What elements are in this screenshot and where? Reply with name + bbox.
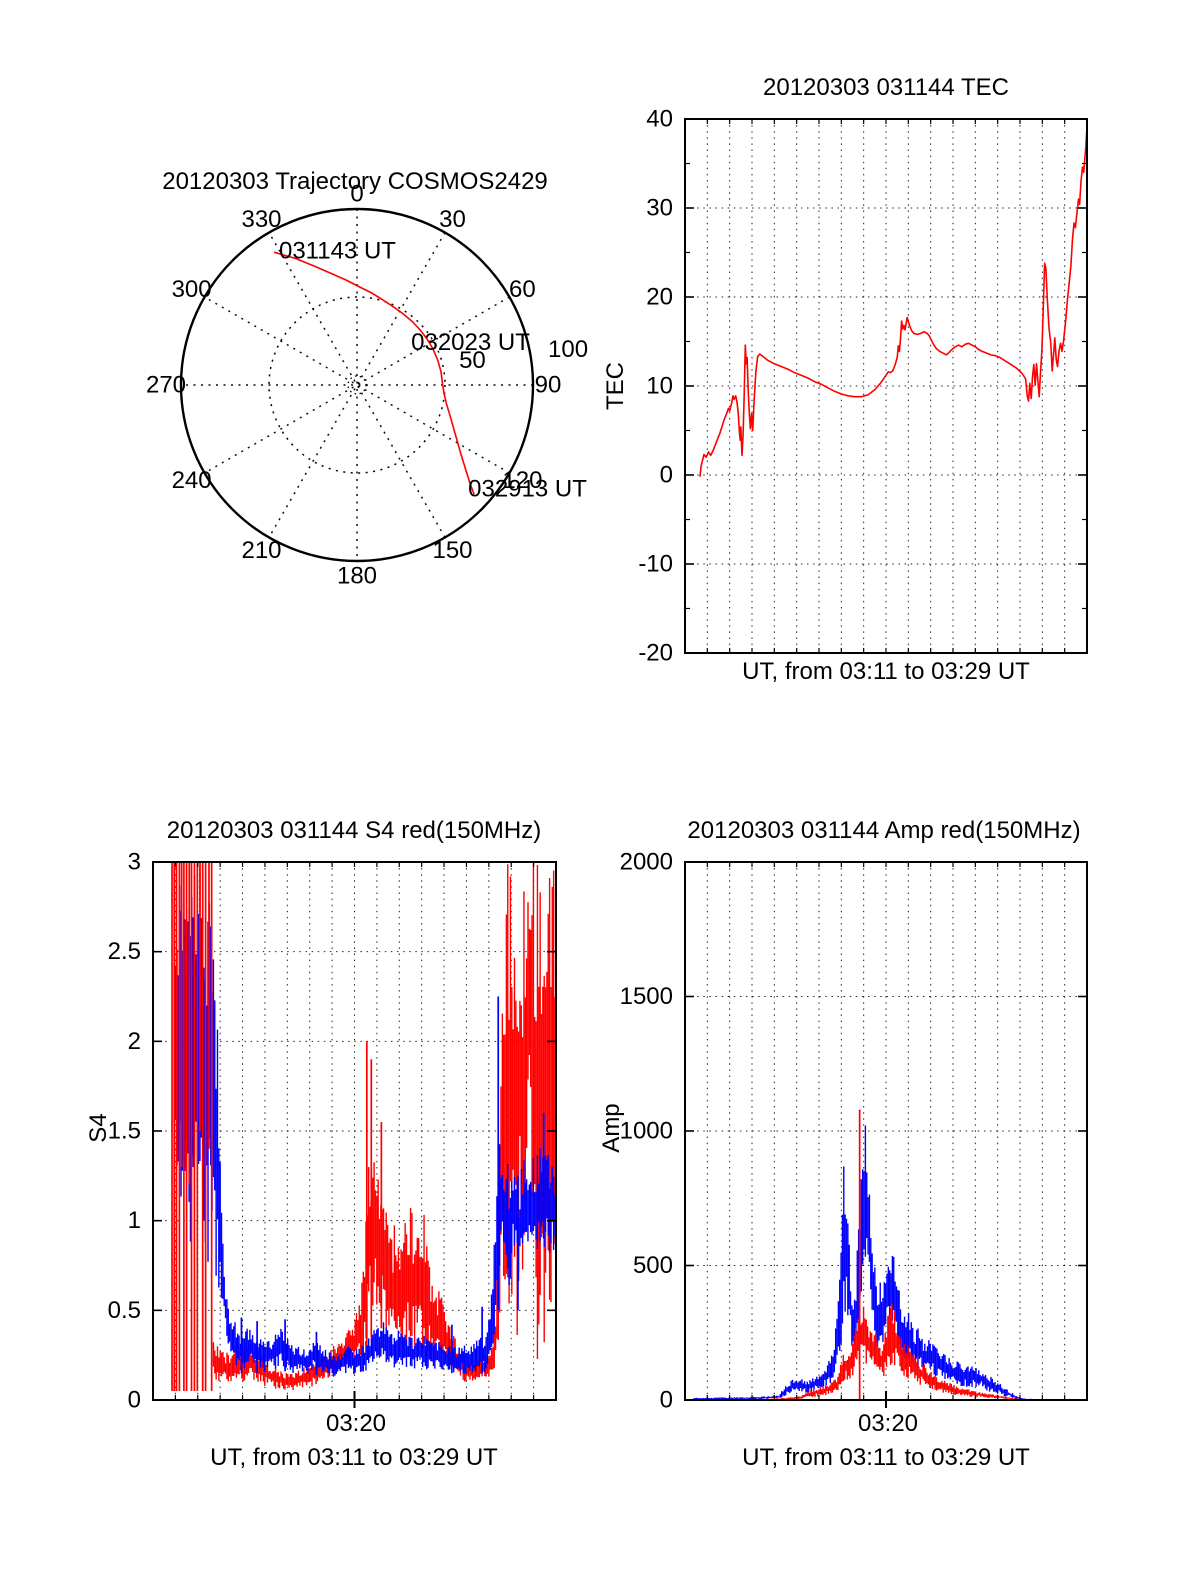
s4-ytick-label: 1.5 [108,1118,141,1145]
tec-ytick-label: -20 [638,640,673,667]
trajectory-sky-plot: 0 30 60 90 120 150 180 210 240 270 300 330 50 100 0311… [146,181,588,590]
amp-x-axis-label: UT, from 03:11 to 03:29 UT [742,1444,1030,1471]
amp-ytick-label: 500 [633,1252,673,1279]
tec-y-axis-label: TEC [602,362,629,410]
amp-grid [685,862,1087,1400]
tec-ytick-label: 20 [646,284,673,311]
line [268,232,446,538]
amp-y-axis-label: Amp [598,1103,625,1153]
s4-y-axis-label: S4 [85,1113,112,1143]
amp-ytick-label: 0 [660,1387,673,1414]
polar-ring-center [347,375,367,395]
tec-ytick-label: 30 [646,195,673,222]
s4-red-spikes [171,862,383,1392]
satellite-trajectory [273,251,475,495]
s4-blue-spikes [240,996,545,1375]
amp-ytick-label: 1000 [620,1118,673,1145]
s4-ytick-label: 2 [128,1028,141,1055]
s4-ytick-label: 1 [128,1207,141,1234]
amp-ytick-label: 2000 [620,849,673,876]
s4-ytick-label: 3 [128,849,141,876]
radial-tick-label: 100 [548,336,588,363]
tec-ytick-label: -10 [638,551,673,578]
azimuth-tick-label: 30 [439,206,466,233]
azimuth-tick-label: 180 [337,563,377,590]
amp-red-envelope [695,1303,1088,1400]
azimuth-tick-label: 240 [172,467,212,494]
line [268,232,446,538]
line [204,296,510,474]
amp-axes: 2000 1500 1000 500 0 [620,849,1088,1414]
azimuth-tick-label: 330 [241,206,281,233]
azimuth-tick-label: 210 [241,537,281,564]
azimuth-tick-label: 300 [172,276,212,303]
tec-axes: 40 30 20 10 0 -10 -20 [638,106,1088,667]
tec-ytick-label: 10 [646,373,673,400]
amp-xtick-label: 03:20 [857,1410,919,1437]
tec-ytick-label: 0 [660,462,673,489]
trajectory-time-annotation: 032023 UT [411,329,530,356]
azimuth-tick-label: 120 [502,467,542,494]
tec-ytick-label: 40 [646,106,673,133]
s4-axes: 3 2.5 2 1.5 1 0.5 0 [108,849,557,1414]
polar-ring-50 [268,296,446,474]
s4-plot-title: 20120303 031144 S4 red(150MHz) [166,817,542,844]
tec-curve [699,126,1088,477]
azimuth-tick-label: 90 [535,372,562,399]
radial-tick-label: 50 [459,347,486,374]
azimuth-tick-label: 60 [509,276,536,303]
azimuth-tick-label: 0 [350,181,363,208]
tec-x-axis-label: UT, from 03:11 to 03:29 UT [742,658,1030,685]
s4-ytick-label: 0.5 [108,1297,141,1324]
azimuth-tick-label: 270 [146,372,186,399]
s4-xtick-label: 03:20 [325,1410,387,1437]
s4-x-axis-label: UT, from 03:11 to 03:29 UT [210,1444,498,1471]
tec-curve-polyline [699,126,1088,477]
line [204,296,510,474]
trajectory-time-annotation: 032913 UT [468,476,587,503]
amp-plot-title: 20120303 031144 Amp red(150MHz) [687,817,1081,844]
polar-ring-100 [179,207,535,563]
trajectory-time-annotation: 031143 UT [279,238,396,265]
s4-ytick-label: 2.5 [108,938,141,965]
s4-ytick-label: 0 [128,1387,141,1414]
trajectory-plot-title: 20120303 Trajectory COSMOS2429 [162,168,548,195]
azimuth-tick-label: 150 [432,537,472,564]
tec-plot-title: 20120303 031144 TEC [763,74,1009,101]
amp-ytick-label: 1500 [620,983,673,1010]
